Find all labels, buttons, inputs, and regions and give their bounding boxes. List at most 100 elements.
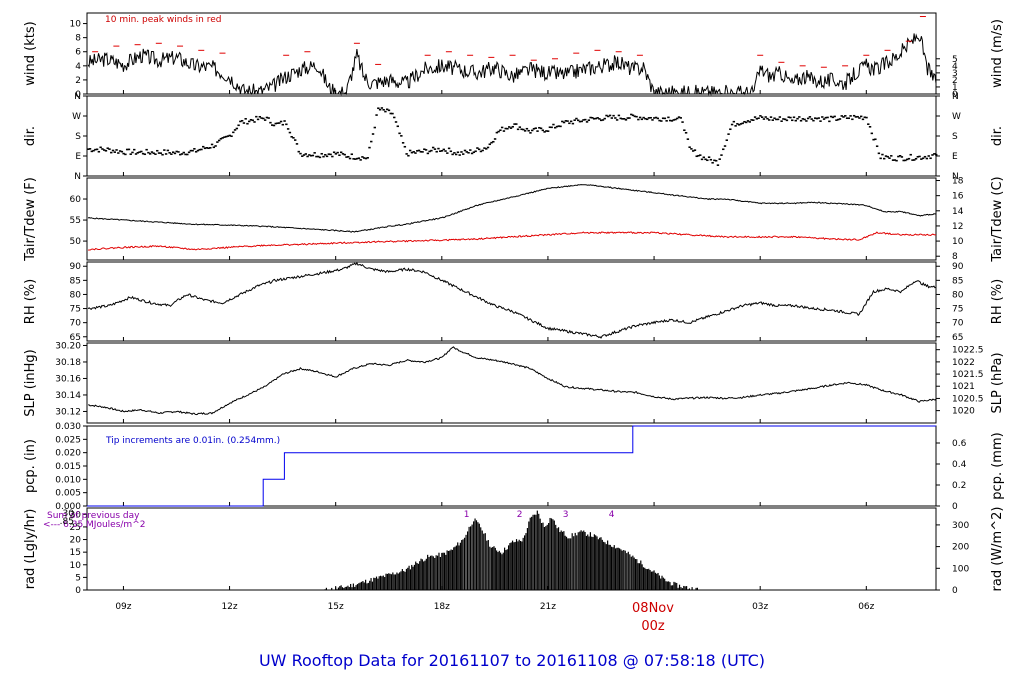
date-sublabel: 00z — [641, 619, 665, 634]
dir-point — [225, 135, 228, 138]
dir-point — [92, 149, 95, 152]
dir-point — [177, 151, 180, 153]
dir-point — [704, 158, 707, 161]
dir-point — [693, 149, 697, 151]
x-tick-label: 18z — [434, 602, 450, 612]
dir-point — [110, 151, 113, 154]
dir-ytick-left-label: S — [75, 132, 81, 142]
rh-ytick-right-label: 70 — [952, 319, 964, 329]
dir-point — [817, 117, 820, 119]
temp-ytick-left-label: 50 — [70, 237, 82, 247]
dir-point — [831, 116, 835, 119]
dir-point — [575, 117, 578, 120]
dir-point — [405, 153, 408, 155]
temp-series-line — [88, 231, 937, 251]
dir-point — [255, 115, 258, 118]
pcp-ytick-right-label: 0.2 — [952, 481, 966, 491]
dir-point — [900, 156, 904, 158]
dir-point — [148, 153, 152, 155]
dir-point — [339, 151, 343, 154]
rh-ytick-right-label: 75 — [952, 305, 963, 315]
rad-ytick-left-label: 5 — [75, 573, 81, 583]
dir-point — [331, 155, 334, 158]
dir-point — [882, 157, 886, 160]
dir-point — [348, 157, 352, 160]
dir-point — [856, 115, 859, 118]
dir-point — [709, 158, 713, 161]
wind-ytick-left-label: 4 — [75, 62, 81, 72]
dir-point — [847, 117, 851, 120]
slp-ylabel-right: SLP (hPa) — [990, 352, 1005, 413]
dir-point — [925, 157, 929, 160]
dir-point — [424, 149, 428, 151]
dir-point — [752, 119, 755, 121]
dir-point — [601, 119, 605, 121]
rh-frame — [86, 261, 937, 342]
dir-point — [138, 151, 141, 153]
dir-point — [518, 126, 522, 128]
dir-point — [101, 148, 104, 150]
dir-point — [508, 126, 511, 128]
dir-point — [347, 155, 350, 158]
dir-point — [520, 128, 523, 131]
dir-point — [771, 119, 774, 121]
rad-ytick-left-label: 30 — [70, 510, 82, 520]
pcp-ylabel-left: pcp. (in) — [23, 439, 38, 493]
rh-ytick-right-label: 85 — [952, 276, 963, 286]
dir-point — [566, 120, 569, 122]
wind-ytick-left-label: 0 — [75, 90, 81, 100]
dir-point — [545, 130, 548, 132]
rh-ylabel-right: RH (%) — [990, 279, 1005, 324]
slp-ytick-left-label: 30.14 — [55, 391, 81, 401]
panel-temp: 50 55 60 8 10 12 14 16 18 Tair/Tdew (F) Tair/Tdew … — [23, 176, 1005, 262]
dir-point — [88, 148, 92, 150]
page-title: UW Rooftop Data for 20161107 to 20161108… — [259, 651, 765, 670]
date-label: 08Nov — [632, 601, 674, 616]
dir-point — [274, 122, 277, 125]
dir-point — [453, 152, 456, 154]
dir-point — [571, 122, 575, 125]
dir-point — [776, 118, 780, 121]
dir-point — [444, 150, 447, 152]
dir-point — [879, 157, 882, 160]
dir-point — [509, 127, 513, 129]
dir-point — [577, 119, 580, 122]
dir-point — [631, 114, 635, 117]
dir-point — [182, 151, 185, 154]
dir-point — [163, 149, 166, 151]
dir-point — [543, 131, 546, 133]
dir-ylabel-right: dir. — [990, 126, 1005, 146]
dir-point — [131, 151, 134, 154]
pcp-annotation: Tip increments are 0.01in. (0.254mm.) — [105, 436, 280, 446]
dir-point — [286, 128, 290, 130]
dir-point — [122, 152, 125, 155]
dir-point — [824, 116, 828, 119]
dir-point — [485, 148, 488, 150]
dir-point — [302, 154, 306, 156]
dir-point — [357, 157, 361, 159]
dir-point — [171, 151, 175, 154]
dir-point — [205, 147, 208, 149]
wind-ytick-left-label: 10 — [70, 20, 82, 30]
dir-point — [803, 118, 806, 121]
dir-point — [338, 154, 341, 157]
dir-point — [217, 139, 221, 142]
rad-ytick-left-label: 20 — [70, 536, 82, 546]
dir-point — [550, 126, 553, 129]
dir-point — [421, 151, 424, 153]
dir-point — [407, 154, 410, 157]
dir-point — [412, 151, 415, 153]
dir-point — [789, 116, 792, 119]
dir-point — [239, 120, 242, 123]
dir-point — [262, 117, 265, 120]
dir-point — [594, 117, 598, 120]
dir-point — [416, 150, 419, 152]
dir-point — [762, 118, 766, 120]
dir-point — [895, 159, 898, 162]
x-tick-label: 21z — [540, 602, 556, 612]
dir-point — [447, 147, 451, 150]
dir-point — [378, 108, 382, 111]
dir-point — [783, 118, 787, 121]
dir-point — [557, 125, 560, 127]
